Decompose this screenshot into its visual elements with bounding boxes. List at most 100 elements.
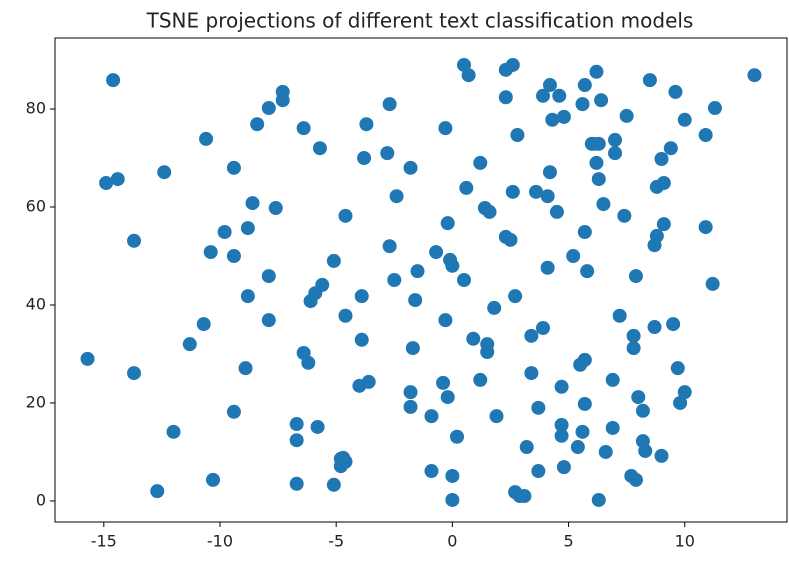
point — [549, 204, 564, 219]
plot-frame — [54, 37, 788, 523]
point — [668, 84, 683, 99]
point — [436, 375, 451, 390]
point — [354, 289, 369, 304]
point — [238, 361, 253, 376]
point — [301, 355, 316, 370]
point — [150, 484, 165, 499]
x-tick-label: -5 — [328, 532, 344, 551]
point — [166, 424, 181, 439]
point — [642, 73, 657, 88]
point — [654, 152, 669, 166]
point — [577, 352, 592, 367]
point — [312, 141, 327, 156]
point — [580, 264, 595, 279]
point — [589, 155, 604, 170]
point — [459, 180, 474, 195]
point — [440, 216, 455, 231]
point — [628, 472, 643, 487]
point — [361, 374, 376, 389]
point — [466, 331, 481, 346]
point — [245, 196, 260, 211]
point — [505, 57, 520, 72]
point — [575, 424, 590, 439]
y-tick-label: 0 — [36, 490, 46, 509]
y-tick-label: 20 — [26, 392, 46, 411]
point — [628, 269, 643, 284]
point — [698, 220, 713, 235]
point — [461, 68, 476, 83]
point — [575, 97, 590, 112]
point — [403, 160, 418, 175]
point — [127, 366, 142, 381]
point — [261, 101, 276, 116]
point — [338, 208, 353, 223]
point — [424, 409, 439, 424]
point — [333, 451, 348, 466]
point — [199, 131, 214, 146]
x-tick-label: -10 — [207, 532, 233, 551]
point — [519, 440, 534, 455]
point — [554, 418, 569, 433]
point — [338, 308, 353, 323]
point — [440, 390, 455, 405]
point — [554, 379, 569, 394]
point — [626, 341, 641, 356]
point — [217, 224, 232, 239]
point — [503, 232, 518, 247]
point — [389, 189, 404, 204]
point — [647, 320, 662, 335]
point — [429, 245, 444, 260]
point — [545, 112, 560, 127]
y-tick-label: 80 — [26, 99, 46, 118]
point — [524, 366, 539, 381]
point — [524, 328, 539, 343]
point — [110, 172, 125, 187]
point — [275, 93, 290, 108]
point — [598, 444, 613, 459]
point — [591, 172, 606, 187]
point — [80, 351, 95, 366]
point — [605, 372, 620, 387]
point — [531, 400, 546, 415]
point — [608, 146, 623, 161]
point — [508, 289, 523, 304]
point — [226, 248, 241, 263]
point — [408, 293, 423, 308]
point — [626, 328, 641, 343]
point — [654, 448, 669, 463]
point — [677, 112, 692, 127]
point — [240, 289, 255, 304]
point — [250, 117, 265, 132]
point — [296, 121, 311, 136]
point — [482, 204, 497, 219]
point — [424, 464, 439, 479]
chart-title: TSNE projections of different text class… — [146, 9, 694, 33]
point — [747, 68, 762, 83]
point — [445, 468, 460, 483]
x-tick-label: 10 — [675, 532, 695, 551]
point — [489, 409, 504, 424]
point — [554, 428, 569, 443]
point — [473, 372, 488, 387]
point — [605, 420, 620, 435]
y-tick-label: 40 — [26, 294, 46, 313]
point — [261, 313, 276, 328]
point — [635, 403, 650, 418]
point — [127, 233, 142, 248]
point — [540, 189, 555, 204]
point — [289, 433, 304, 448]
x-tick-label: 5 — [563, 532, 573, 551]
point — [203, 245, 218, 260]
point — [359, 117, 374, 132]
point — [542, 78, 557, 93]
point — [261, 269, 276, 284]
point — [480, 345, 495, 360]
point — [536, 88, 550, 103]
point — [577, 224, 592, 239]
point — [410, 264, 425, 279]
point — [456, 273, 471, 287]
point — [707, 101, 722, 116]
point — [638, 443, 653, 458]
point — [577, 396, 592, 411]
